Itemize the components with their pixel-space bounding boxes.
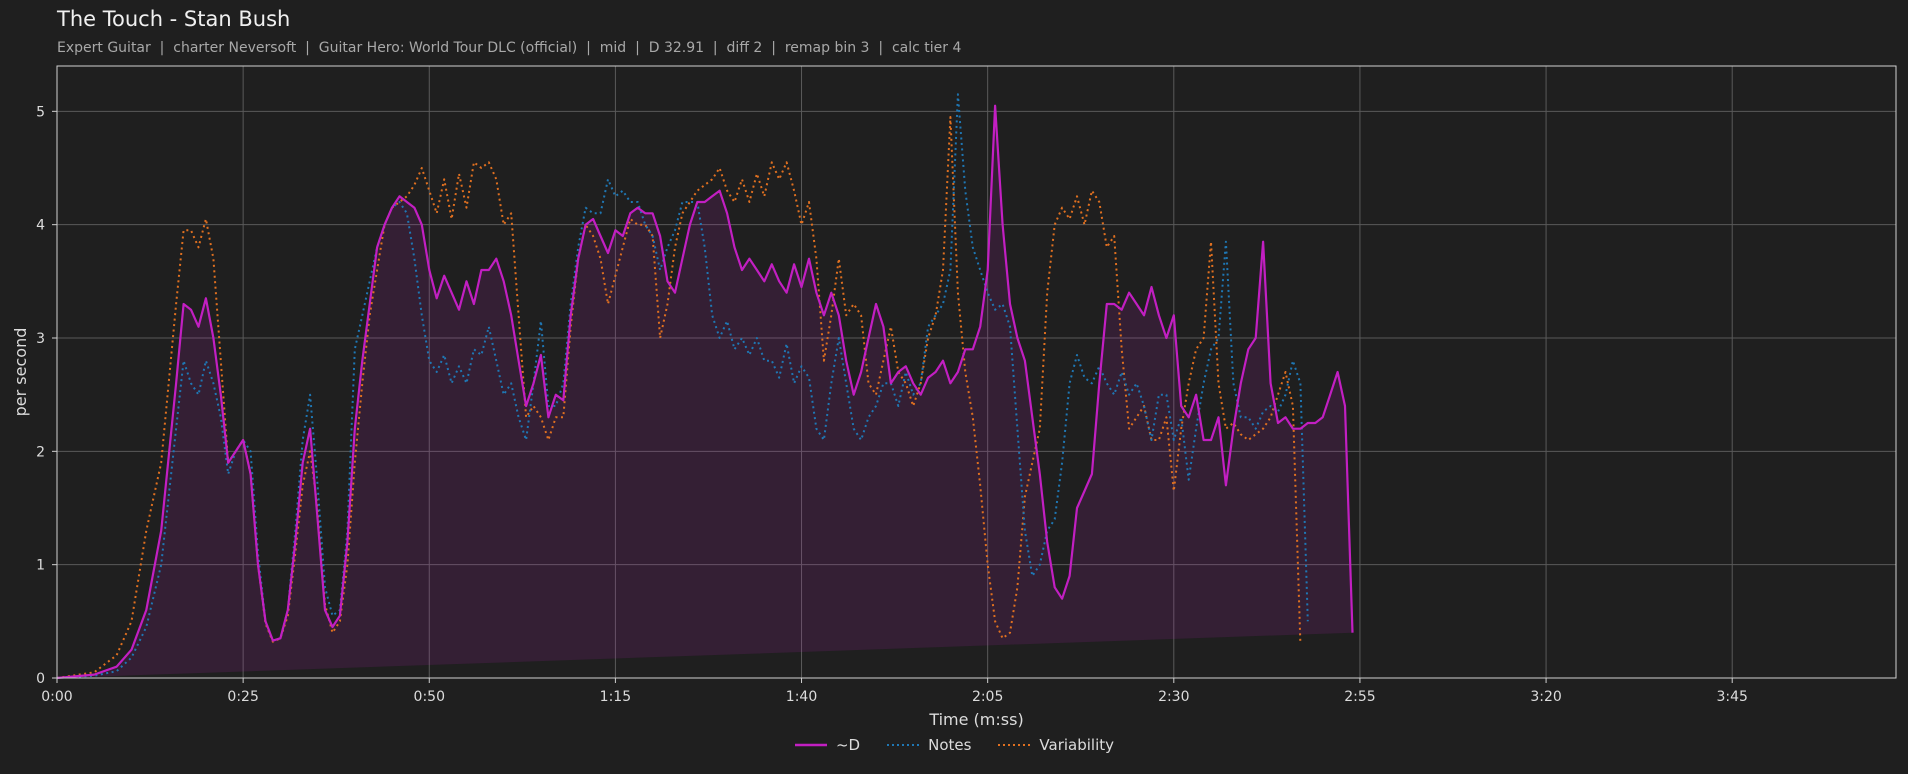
x-tick-label: 0:50: [414, 689, 445, 705]
d-series-area: [57, 105, 1353, 678]
y-tick-label: 2: [36, 444, 45, 460]
series-line-notes: [56, 93, 1309, 679]
x-tick-label: 2:30: [1158, 689, 1189, 705]
y-tick-label: 0: [36, 671, 45, 687]
legend-label-d: ~D: [835, 736, 861, 754]
x-tick-label: 3:45: [1716, 689, 1747, 705]
series-line-d: [56, 104, 1354, 680]
y-tick-label: 1: [36, 558, 45, 574]
legend-label-notes: Notes: [928, 736, 972, 754]
x-tick-label: 0:25: [227, 689, 258, 705]
x-tick-label: 2:05: [972, 689, 1003, 705]
x-tick-label: 2:55: [1344, 689, 1375, 705]
legend-label-variability: Variability: [1039, 736, 1115, 754]
x-tick-label: 3:20: [1530, 689, 1561, 705]
x-tick-label: 1:15: [600, 689, 631, 705]
x-axis-ticks: 0:00 0:25 0:50 1:15 1:40 2:05 2:30 2:55 3:20 3:45: [41, 678, 1748, 705]
x-tick-label: 0:00: [41, 689, 72, 705]
chart-title: The Touch - Stan Bush: [57, 7, 291, 31]
legend-swatch-notes: [887, 744, 920, 746]
area-fill: [57, 105, 1353, 678]
chart-subtitle: Expert Guitar | charter Neversoft | Guit…: [57, 40, 962, 56]
legend: ~D Notes Variability: [0, 736, 1908, 754]
y-tick-label: 5: [36, 104, 45, 120]
series-line-variability: [56, 116, 1302, 679]
legend-item-d: ~D: [794, 736, 860, 754]
y-tick-label: 3: [36, 331, 45, 347]
legend-item-notes: Notes: [886, 736, 971, 754]
plot-frame: [56, 65, 1897, 679]
legend-swatch-variability: [998, 744, 1031, 746]
y-axis-label: per second: [11, 328, 30, 417]
legend-swatch-d: [794, 743, 827, 747]
x-tick-label: 1:40: [786, 689, 817, 705]
x-axis-label: Time (m:ss): [928, 710, 1023, 729]
y-axis-ticks: 0 1 2 3 4 5: [36, 104, 57, 687]
legend-item-variability: Variability: [997, 736, 1114, 754]
series-lines: [56, 93, 1354, 680]
y-tick-label: 4: [36, 218, 45, 234]
